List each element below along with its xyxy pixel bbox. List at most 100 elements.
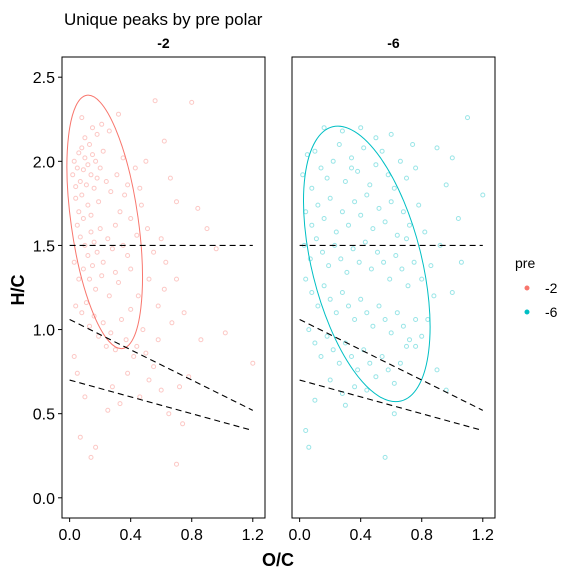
- data-point: [114, 172, 120, 178]
- data-point: [382, 219, 388, 225]
- data-point: [407, 337, 412, 343]
- data-point: [394, 310, 400, 316]
- data-point: [326, 263, 332, 269]
- data-point: [204, 226, 210, 232]
- data-point: [449, 155, 455, 161]
- data-point: [400, 209, 406, 215]
- data-point: [71, 354, 77, 359]
- y-tick-label: 0.0: [33, 491, 55, 508]
- data-point: [327, 377, 333, 383]
- data-point: [327, 195, 333, 201]
- data-point: [76, 209, 82, 215]
- data-point: [80, 266, 86, 272]
- data-point: [413, 343, 419, 349]
- data-point: [388, 330, 394, 336]
- data-point: [73, 303, 79, 309]
- data-point: [413, 317, 419, 322]
- reference-line-1: [299, 318, 484, 411]
- panels-layer: -2 0.0 0.4 0.8 1.2 0.0 0.5 1.0 1.5 2.0 2.5 -6 0.0 0.4…: [33, 35, 496, 544]
- data-point: [189, 99, 195, 105]
- legend-key: [524, 285, 530, 291]
- data-point: [355, 367, 361, 373]
- data-point: [213, 246, 219, 252]
- data-point: [166, 411, 172, 417]
- data-point: [364, 310, 370, 316]
- data-point: [425, 317, 431, 322]
- data-point: [361, 145, 367, 151]
- data-point: [88, 172, 94, 178]
- data-point: [151, 249, 157, 255]
- data-point: [76, 150, 82, 156]
- data-point: [74, 165, 80, 171]
- legend-label: -2: [545, 280, 558, 296]
- data-point: [404, 343, 409, 349]
- data-point: [434, 145, 440, 151]
- data-point: [181, 310, 187, 316]
- data-point: [80, 216, 86, 221]
- data-point: [356, 259, 362, 265]
- data-point: [112, 222, 118, 228]
- data-point: [137, 185, 143, 191]
- data-point: [434, 367, 440, 373]
- data-point: [128, 266, 134, 272]
- reference-line-2: [69, 379, 253, 432]
- data-point: [117, 209, 123, 215]
- data-point: [87, 323, 92, 329]
- data-point: [143, 350, 149, 356]
- data-point: [99, 273, 105, 279]
- data-point: [404, 175, 409, 181]
- data-point: [116, 280, 121, 285]
- data-point: [135, 293, 141, 299]
- data-point: [71, 158, 77, 164]
- data-point: [145, 226, 150, 232]
- data-point: [349, 165, 354, 171]
- data-point: [358, 125, 364, 131]
- data-point: [382, 454, 388, 460]
- data-point: [76, 276, 82, 282]
- x-tick-label: 0.4: [350, 527, 372, 544]
- data-point: [82, 135, 88, 141]
- data-point: [174, 199, 179, 205]
- data-point: [393, 253, 399, 258]
- data-point: [465, 115, 470, 121]
- data-point: [79, 115, 85, 121]
- data-point: [404, 236, 409, 242]
- data-point: [376, 303, 382, 309]
- data-point: [108, 330, 114, 336]
- data-point: [355, 168, 361, 174]
- data-point: [105, 407, 111, 413]
- legend-key: [524, 309, 530, 315]
- data-point: [132, 165, 138, 171]
- data-point: [134, 343, 140, 349]
- x-tick-label: 0.8: [411, 527, 433, 544]
- data-point: [333, 310, 339, 316]
- data-point: [174, 461, 179, 467]
- data-point: [339, 290, 345, 295]
- data-point: [397, 158, 403, 164]
- data-point: [109, 384, 115, 390]
- data-point: [87, 276, 92, 282]
- data-point: [349, 354, 354, 359]
- data-point: [90, 125, 95, 131]
- data-point: [321, 283, 327, 289]
- confidence-ellipse: [303, 125, 431, 403]
- data-point: [83, 182, 89, 188]
- y-tick-label: 1.0: [33, 323, 55, 340]
- data-point: [419, 333, 425, 339]
- data-point: [152, 98, 158, 104]
- data-point: [122, 192, 128, 198]
- data-point: [77, 234, 83, 240]
- data-point: [88, 229, 94, 235]
- chart-title: Unique peaks by pre polar: [64, 10, 263, 29]
- data-point: [309, 185, 315, 191]
- data-point: [379, 148, 385, 154]
- x-tick-label: 0.4: [120, 527, 142, 544]
- data-point: [79, 192, 85, 198]
- data-point: [300, 172, 306, 178]
- data-point: [125, 253, 131, 258]
- x-tick-label: 1.2: [472, 527, 494, 544]
- y-tick-label: 0.5: [33, 407, 55, 424]
- data-point: [312, 397, 318, 403]
